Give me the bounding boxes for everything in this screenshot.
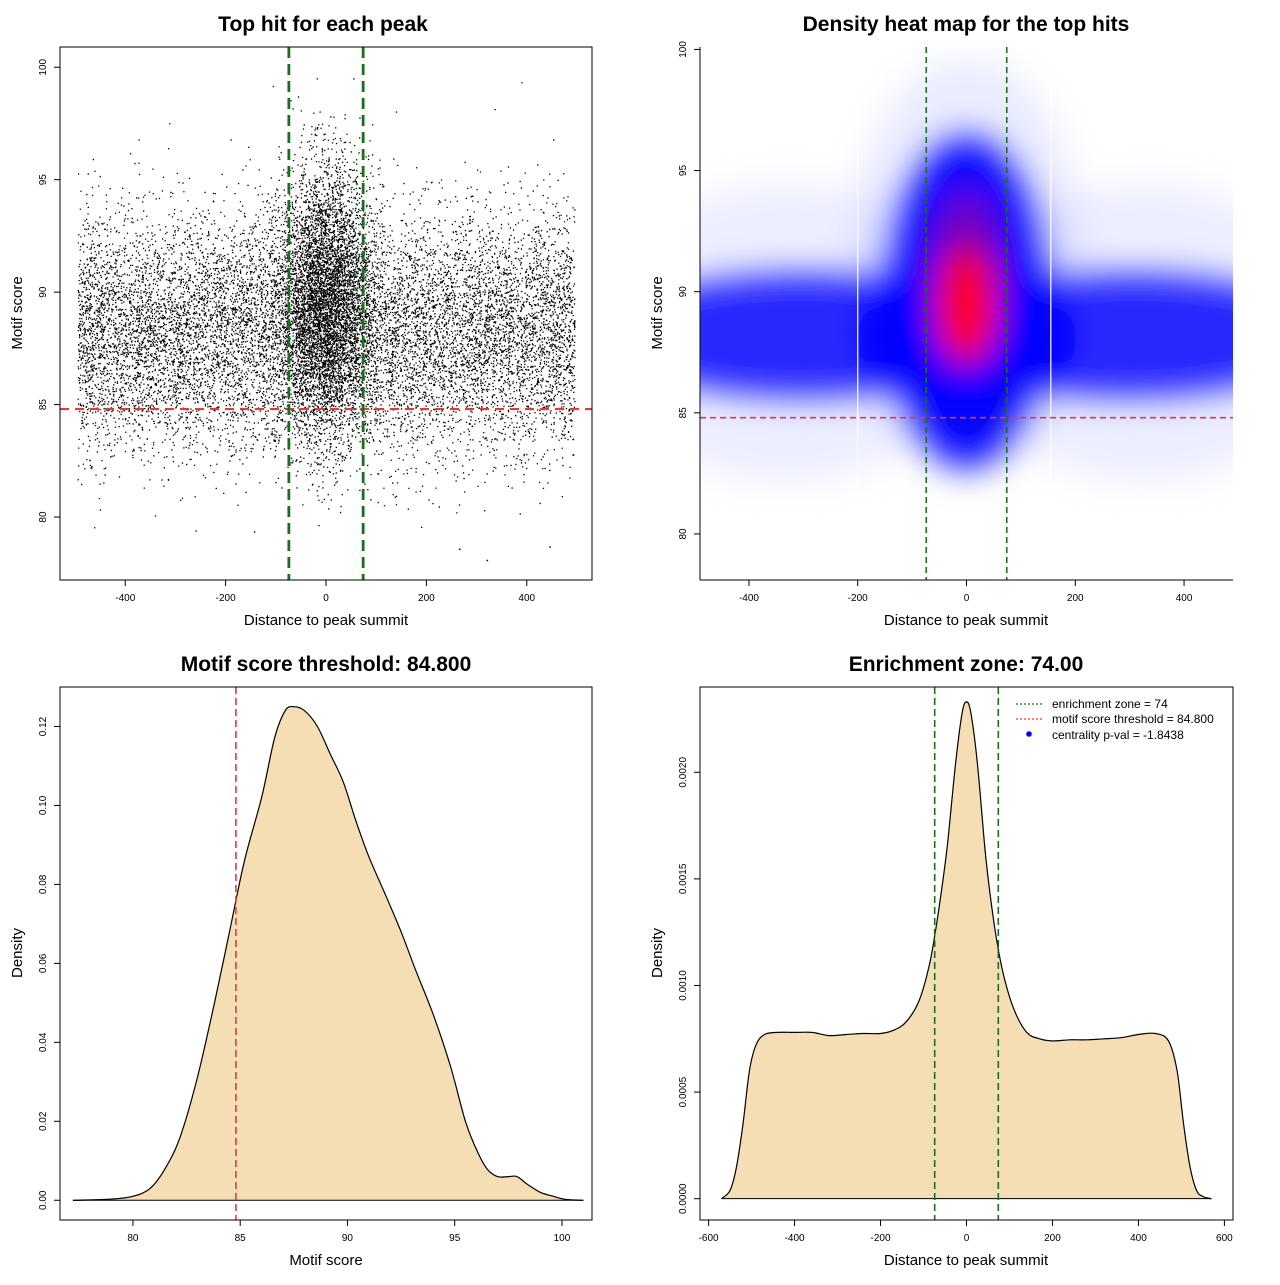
distance-density-curve bbox=[721, 701, 1212, 1200]
scatter-y-tick-label: 90 bbox=[38, 286, 49, 298]
score-density-x-ticks: 80 85 90 95 100 bbox=[127, 1219, 571, 1244]
heatmap-y-tick-label: 100 bbox=[678, 41, 689, 58]
legend-pval-dot bbox=[1026, 731, 1032, 737]
distance-density-panel: Enrichment zone: 74.00 -600 -400 -200 0 200 4… bbox=[649, 653, 1234, 1269]
scatter-xlabel: Distance to peak summit bbox=[244, 612, 409, 629]
score-density-y-tick-label: 0.08 bbox=[38, 874, 49, 894]
heatmap-x-tick-label: 0 bbox=[964, 593, 970, 604]
scatter-title: Top hit for each peak bbox=[218, 13, 428, 36]
heatmap-y-tick-label: 95 bbox=[678, 165, 689, 177]
score-density-x-tick-label: 80 bbox=[127, 1233, 139, 1244]
distance-density-x-tick-label: 400 bbox=[1130, 1233, 1147, 1244]
distance-density-x-tick-label: -200 bbox=[871, 1233, 891, 1244]
distance-density-x-tick-label: 600 bbox=[1216, 1233, 1233, 1244]
score-density-xlabel: Motif score bbox=[289, 1252, 362, 1269]
scatter-x-tick-label: 0 bbox=[323, 593, 329, 604]
heatmap-y-tick-label: 85 bbox=[678, 407, 689, 419]
distance-density-y-tick-label: 0.0015 bbox=[678, 863, 689, 894]
scatter-y-tick-label: 95 bbox=[38, 174, 49, 186]
score-density-y-tick-label: 0.12 bbox=[38, 716, 49, 736]
scatter-x-tick-label: 200 bbox=[418, 593, 435, 604]
heatmap-x-tick-label: -200 bbox=[848, 593, 868, 604]
distance-density-xlabel: Distance to peak summit bbox=[884, 1252, 1049, 1269]
heatmap-y-tick-label: 90 bbox=[678, 286, 689, 298]
heatmap-ylabel: Motif score bbox=[649, 276, 666, 349]
distance-density-ylabel: Density bbox=[649, 927, 666, 978]
distance-density-title: Enrichment zone: 74.00 bbox=[849, 653, 1084, 676]
score-density-x-tick-label: 85 bbox=[235, 1233, 247, 1244]
score-density-x-tick-label: 100 bbox=[554, 1233, 571, 1244]
heatmap-panel: Density heat map for the top hits -400 -2… bbox=[649, 13, 1233, 629]
scatter-x-tick-label: -400 bbox=[115, 593, 135, 604]
scatter-ylabel: Motif score bbox=[9, 276, 26, 349]
legend-pval-label: centrality p-val = -1.8438 bbox=[1052, 728, 1184, 742]
distance-density-x-ticks: -600 -400 -200 0 200 400 600 bbox=[699, 1219, 1233, 1244]
heat-core-hot bbox=[944, 288, 989, 353]
score-density-curve bbox=[72, 705, 584, 1201]
score-density-y-tick-label: 0.02 bbox=[38, 1111, 49, 1131]
heatmap-y-tick-label: 80 bbox=[678, 528, 689, 540]
scatter-y-ticks: 80 85 90 95 100 bbox=[38, 58, 61, 523]
scatter-x-tick-label: -200 bbox=[216, 593, 236, 604]
score-density-title: Motif score threshold: 84.800 bbox=[181, 653, 472, 676]
scatter-y-tick-label: 80 bbox=[38, 511, 49, 523]
distance-density-y-tick-label: 0.0010 bbox=[678, 970, 689, 1001]
legend-zone-label: enrichment zone = 74 bbox=[1052, 697, 1168, 711]
score-density-x-tick-label: 95 bbox=[449, 1233, 461, 1244]
distance-density-area bbox=[721, 701, 1212, 1199]
distance-density-y-tick-label: 0.0000 bbox=[678, 1183, 689, 1214]
distance-density-y-tick-label: 0.0005 bbox=[678, 1076, 689, 1107]
heatmap-x-tick-label: 400 bbox=[1176, 593, 1193, 604]
distance-density-x-tick-label: 0 bbox=[964, 1233, 970, 1244]
distance-density-legend: enrichment zone = 74 motif score thresho… bbox=[1016, 697, 1214, 742]
score-density-y-ticks: 0.00 0.02 0.04 0.06 0.08 0.10 0.12 bbox=[38, 716, 61, 1210]
scatter-y-tick-label: 85 bbox=[38, 399, 49, 411]
score-density-area bbox=[72, 706, 584, 1201]
heatmap-density-layer bbox=[700, 57, 1233, 483]
score-density-y-tick-label: 0.10 bbox=[38, 795, 49, 815]
heatmap-image bbox=[700, 47, 1233, 580]
scatter-points bbox=[77, 78, 576, 562]
scatter-plot-box bbox=[59, 46, 593, 581]
scatter-panel: Top hit for each peak -400 -200 0 200 400 80… bbox=[9, 13, 593, 629]
distance-density-x-tick-label: -600 bbox=[699, 1233, 719, 1244]
heatmap-y-ticks: 80 85 90 95 100 bbox=[678, 41, 701, 540]
heatmap-xlabel: Distance to peak summit bbox=[884, 612, 1049, 629]
heatmap-x-tick-label: 200 bbox=[1067, 593, 1084, 604]
score-density-x-tick-label: 90 bbox=[342, 1233, 354, 1244]
score-density-ylabel: Density bbox=[9, 927, 26, 978]
score-density-panel: Motif score threshold: 84.800 80 85 90 95 10… bbox=[9, 653, 593, 1269]
scatter-points-layer bbox=[77, 78, 576, 562]
distance-density-y-tick-label: 0.0020 bbox=[678, 757, 689, 788]
scatter-x-tick-label: 400 bbox=[518, 593, 535, 604]
distance-density-x-tick-label: 200 bbox=[1044, 1233, 1061, 1244]
heatmap-x-ticks: -400 -200 0 200 400 bbox=[739, 579, 1193, 604]
scatter-x-ticks: -400 -200 0 200 400 bbox=[115, 579, 536, 604]
score-density-y-tick-label: 0.06 bbox=[38, 953, 49, 973]
score-density-y-tick-label: 0.04 bbox=[38, 1032, 49, 1052]
distance-density-x-tick-label: -400 bbox=[785, 1233, 805, 1244]
legend-threshold-label: motif score threshold = 84.800 bbox=[1052, 712, 1214, 726]
distance-density-y-ticks: 0.0000 0.0005 0.0010 0.0015 0.0020 bbox=[678, 757, 701, 1214]
scatter-y-tick-label: 100 bbox=[38, 58, 49, 75]
score-density-y-tick-label: 0.00 bbox=[38, 1190, 49, 1210]
heatmap-x-tick-label: -400 bbox=[739, 593, 759, 604]
heatmap-title: Density heat map for the top hits bbox=[803, 13, 1130, 36]
